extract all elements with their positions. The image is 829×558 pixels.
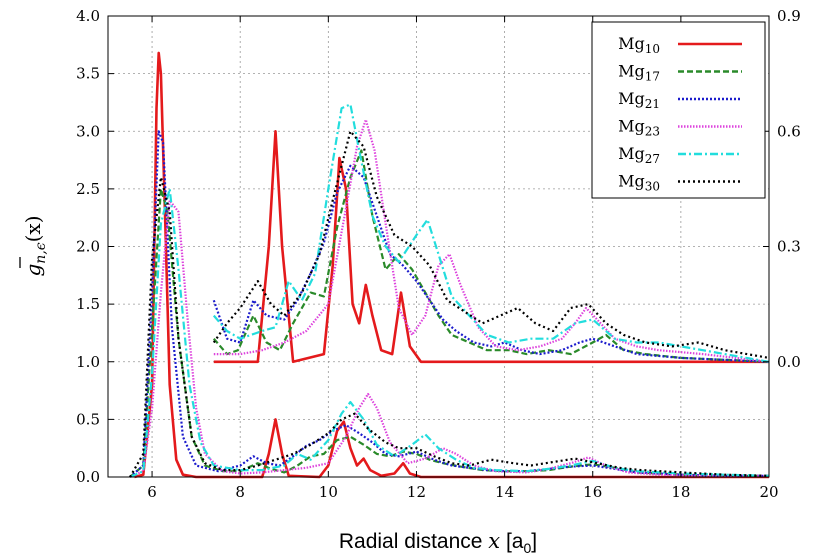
series-line-upper-mg21 <box>212 164 770 363</box>
legend-label-mg23: Mg23 <box>618 117 660 139</box>
y-axis-label: gn,ϵ(x) <box>21 215 49 276</box>
legend-label-sub: 17 <box>645 70 660 84</box>
y-tick-label: 0.5 <box>76 410 100 428</box>
y-tick-label: 2.0 <box>76 238 100 256</box>
y2-tick-label: 0.0 <box>777 353 801 371</box>
y2-tick-label: 0.9 <box>777 7 801 25</box>
legend-label-name: Mg <box>618 144 645 163</box>
legend-label-mg27: Mg27 <box>618 144 660 166</box>
axis-labels: Radial distance x [a0] gn,ϵ(x) <box>19 215 537 556</box>
x-axis-label-main: Radial distance <box>339 530 488 553</box>
grid <box>108 16 769 477</box>
legend-label-mg21: Mg21 <box>618 89 660 111</box>
legend-label-name: Mg <box>618 89 645 108</box>
legend-label-mg17: Mg17 <box>618 62 660 84</box>
x-tick-label: 6 <box>147 483 157 501</box>
legend-label-sub: 30 <box>645 180 660 194</box>
y-tick-label: 1.5 <box>76 295 100 313</box>
curves <box>129 51 770 479</box>
series-line-lower-mg30 <box>129 176 770 478</box>
series-line-upper-mg17 <box>212 149 770 363</box>
x-tick-label: 20 <box>759 483 778 501</box>
series-line-upper-mg10 <box>213 130 769 364</box>
series-line-upper-mg27 <box>212 103 770 363</box>
legend-label-name: Mg <box>618 117 645 136</box>
legend-label-name: Mg <box>618 172 645 191</box>
series-line-upper-mg23 <box>213 118 770 363</box>
y-tick-label: 4.0 <box>76 7 100 25</box>
x-tick-label: 14 <box>495 483 514 501</box>
y-tick-label: 0.0 <box>76 468 100 486</box>
x-axis-label-var: x <box>488 529 500 553</box>
y-tick-label: 3.0 <box>76 122 100 140</box>
x-axis-label-unit-sub: 0 <box>523 540 531 556</box>
legend-label-sub: 10 <box>645 42 660 56</box>
legend-label-name: Mg <box>618 34 645 53</box>
y2-tick-label: 0.6 <box>777 122 801 140</box>
y-tick-label: 1.0 <box>76 353 100 371</box>
x-axis-label-unit-open: [a <box>500 530 524 553</box>
legend-label-mg30: Mg30 <box>618 172 660 194</box>
legend-label-mg10: Mg10 <box>618 34 660 56</box>
y2-tick-label: 0.3 <box>777 238 801 256</box>
legend-label-sub: 27 <box>645 152 660 166</box>
y-axis-label-arg: (x) <box>21 215 45 242</box>
x-tick-label: 12 <box>407 483 426 501</box>
x-tick-label: 18 <box>671 483 690 501</box>
x-axis-label: Radial distance x [a0] <box>339 529 537 556</box>
legend-label-sub: 21 <box>645 97 660 111</box>
x-axis-label-unit-close: ] <box>531 530 537 553</box>
series-line-lower-mg23 <box>129 199 769 479</box>
y-axis-label-sub: n,ϵ <box>33 242 49 263</box>
x-tick-label: 16 <box>583 483 602 501</box>
y-axis-label-main: g <box>21 264 45 277</box>
series-line-lower-mg27 <box>129 187 770 479</box>
legend-label-name: Mg <box>618 62 645 81</box>
ticks: 6 8 10 12 14 16 18 20 0.0 0.5 1.0 1.5 2.0 2.5 3.0 3.5 4.… <box>76 7 801 501</box>
legend-label-sub: 23 <box>645 125 660 139</box>
legend-box <box>591 21 766 199</box>
series-line-lower-mg10 <box>134 51 769 479</box>
x-tick-label: 8 <box>235 483 245 501</box>
y-tick-label: 2.5 <box>76 180 100 198</box>
x-tick-label: 10 <box>319 483 338 501</box>
y-tick-label: 3.5 <box>76 65 100 83</box>
